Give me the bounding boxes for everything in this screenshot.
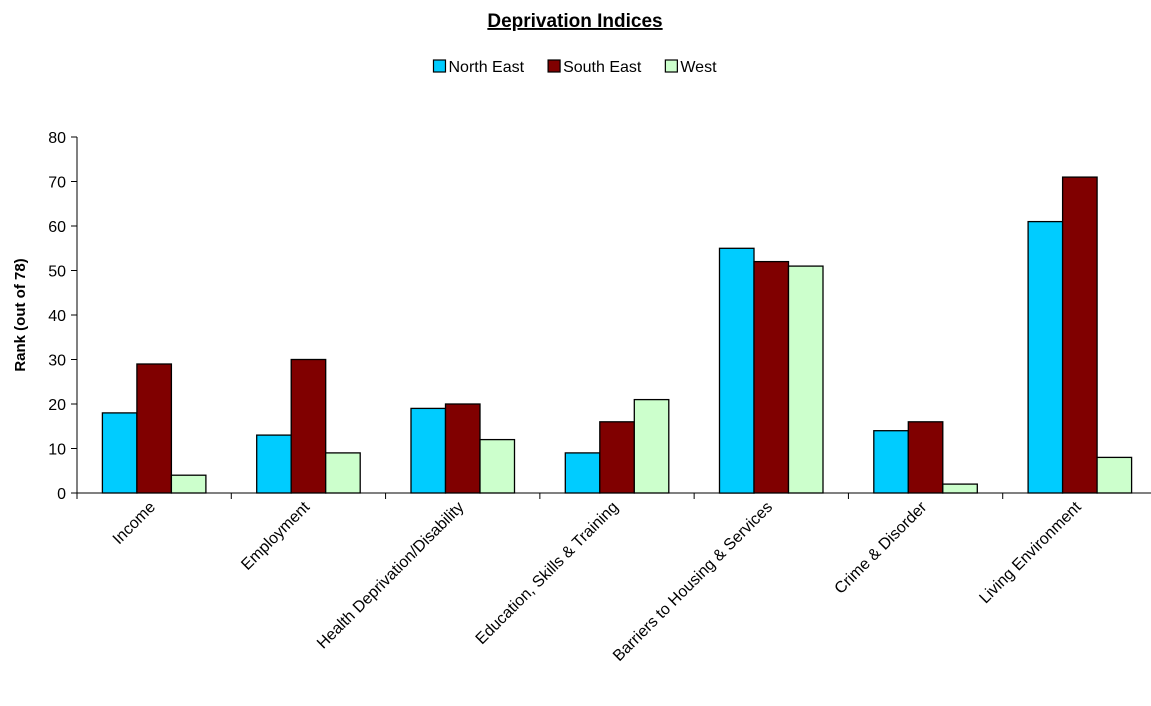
bar-west-living-environment [1096, 456, 1133, 494]
bar-west-income [170, 474, 207, 494]
legend-label-south-east: South East [563, 59, 642, 76]
bars-group [101, 176, 1133, 494]
x-tick-label-education-skills-training: Education, Skills & Training [473, 499, 622, 648]
axes-group: 0 10 20 30 40 50 60 70 80 Income Employment Health … [48, 130, 1151, 665]
bar-west-health-deprivation-disability [479, 438, 516, 494]
y-tick-label-40: 40 [48, 308, 66, 325]
y-tick-label-50: 50 [48, 264, 66, 281]
bar-south-east-employment [290, 358, 327, 494]
legend: North East South East West [432, 59, 717, 76]
y-tick-label-70: 70 [48, 175, 66, 192]
chart-title: Deprivation Indices [487, 11, 662, 32]
y-tick-label-0: 0 [57, 486, 66, 503]
bar-north-east-living-environment [1027, 220, 1064, 494]
bar-south-east-barriers-to-housing-services [753, 260, 790, 494]
y-tick-label-80: 80 [48, 130, 66, 147]
x-tick-label-living-environment: Living Environment [976, 498, 1085, 607]
x-tick-label-crime-disorder: Crime & Disorder [832, 498, 931, 597]
bar-north-east-income [101, 412, 138, 494]
bar-south-east-health-deprivation-disability [444, 403, 481, 494]
x-tick-label-income: Income [110, 499, 159, 548]
bar-west-barriers-to-housing-services [787, 265, 824, 494]
x-tick-label-employment: Employment [238, 498, 313, 573]
legend-swatch-north-east [432, 59, 447, 73]
bar-west-crime-disorder [942, 483, 978, 494]
bar-south-east-education-skills-training [599, 421, 635, 494]
bar-north-east-crime-disorder [873, 430, 909, 494]
bar-north-east-employment [256, 434, 292, 494]
legend-swatch-south-east [547, 59, 561, 73]
legend-swatch-west [664, 59, 678, 73]
bar-south-east-living-environment [1061, 176, 1098, 494]
y-tick-label-30: 30 [48, 353, 66, 370]
bar-north-east-education-skills-training [564, 452, 601, 494]
legend-label-north-east: North East [448, 59, 524, 76]
x-tick-label-health-deprivation-disability: Health Deprivation/Disability [314, 499, 468, 653]
bar-south-east-income [136, 363, 173, 494]
y-axis-title: Rank (out of 78) [12, 258, 29, 371]
bar-west-employment [325, 452, 361, 494]
bar-south-east-crime-disorder [907, 421, 944, 494]
legend-label-west: West [680, 59, 717, 76]
x-tick-label-barriers-to-housing-services: Barriers to Housing & Services [610, 499, 776, 665]
bar-west-education-skills-training [633, 398, 670, 494]
y-tick-label-60: 60 [48, 219, 66, 236]
y-tick-label-20: 20 [48, 397, 66, 414]
y-tick-label-10: 10 [48, 442, 66, 459]
bar-north-east-barriers-to-housing-services [718, 247, 755, 494]
bar-north-east-health-deprivation-disability [410, 407, 447, 494]
